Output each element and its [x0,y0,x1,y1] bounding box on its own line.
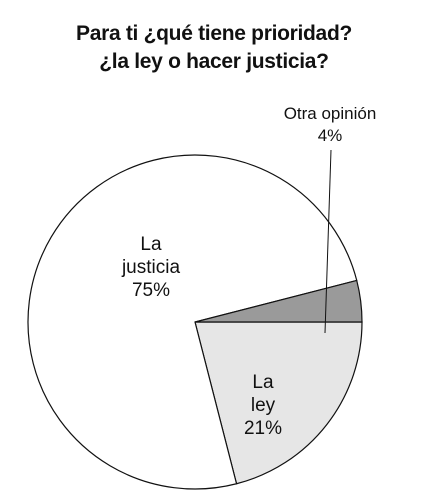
label-la-ley-1: ley [251,395,276,416]
chart-title: Para ti ¿qué tiene prioridad? ¿la ley o … [0,20,428,76]
pie-slice-la-ley [194,321,363,485]
chart-title-line-1: Para ti ¿qué tiene prioridad? [75,22,352,45]
label-la-ley-0: La [252,372,274,393]
label-la-justicia-2: 75% [132,280,170,301]
chart-title-line-2: ¿la ley o hacer justicia? [99,50,329,73]
label-otra-opinion-0: Otra opinión [284,104,377,123]
label-otra-opinion-1: 4% [318,126,343,145]
leader-line-otra-opinion [324,149,332,334]
label-la-ley-2: 21% [244,418,282,439]
pie-slice-otra-opinion [194,279,363,323]
label-la-justicia-1: justicia [121,257,181,278]
pie-slice-la-justicia [27,154,358,490]
label-la-justicia-0: La [140,234,162,255]
pie-slices [27,154,363,490]
